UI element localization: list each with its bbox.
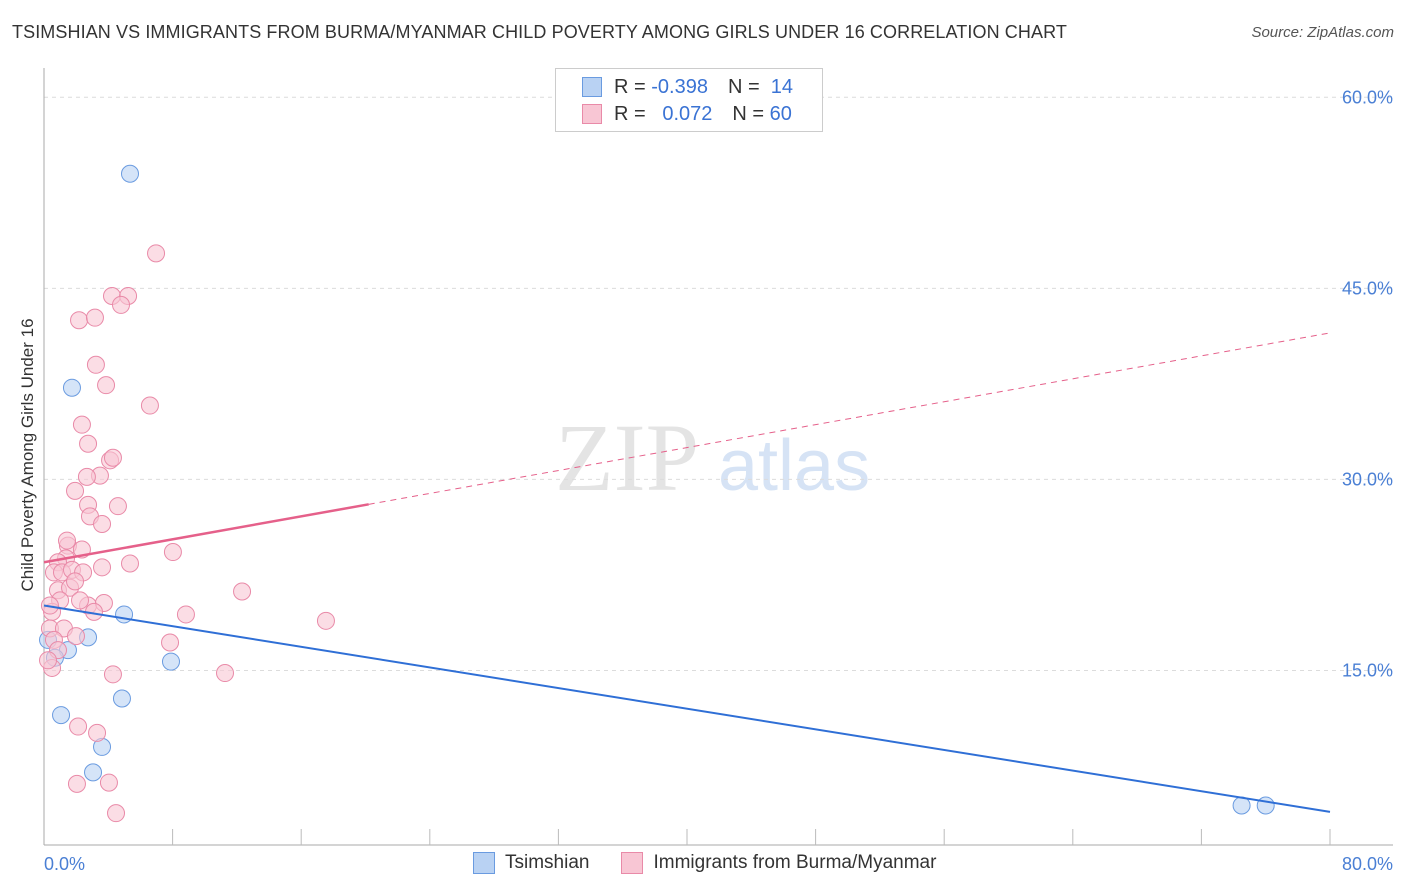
burma-trend-line: [43, 503, 369, 564]
tsimshian-point: [112, 689, 131, 708]
legend-tsimshian: Tsimshian: [505, 852, 590, 873]
burma-point: [69, 717, 88, 736]
burma-point: [163, 543, 182, 562]
legend-row-burma: R = 0.072 N = 60: [582, 102, 792, 126]
r-label: R =: [614, 102, 646, 125]
x-tick-label: 80.0%: [1342, 854, 1393, 874]
n-value: 60: [769, 102, 792, 125]
source-label: Source: ZipAtlas.com: [1251, 24, 1394, 41]
tsimshian-point: [161, 652, 180, 671]
tsimshian-swatch: [473, 852, 495, 874]
y-tick-label: 15.0%: [1342, 660, 1393, 680]
burma-point: [57, 531, 76, 550]
correlation-legend: R = -0.398 N = 14 R = 0.072 N = 60: [555, 68, 823, 132]
burma-swatch: [582, 104, 602, 124]
series-legend: Tsimshian Immigrants from Burma/Myanmar: [473, 852, 936, 874]
burma-point: [66, 481, 85, 500]
burma-point: [71, 591, 90, 610]
tsimshian-point: [121, 164, 140, 183]
x-tick-label: 0.0%: [44, 854, 85, 874]
burma-point: [70, 311, 89, 330]
burma-point: [216, 664, 235, 683]
burma-point: [233, 582, 252, 601]
burma-point: [103, 665, 122, 684]
burma-point: [39, 651, 58, 670]
burma-point: [107, 804, 126, 823]
burma-point: [176, 605, 195, 624]
burma-point: [66, 627, 85, 646]
burma-swatch: [621, 852, 644, 874]
tsimshian-swatch: [582, 77, 602, 97]
burma-trend-line-extension: [368, 332, 1331, 505]
burma-point: [66, 572, 85, 591]
r-value: 0.072: [662, 102, 713, 125]
burma-point: [108, 497, 127, 516]
burma-point: [99, 773, 118, 792]
tsimshian-point: [84, 763, 103, 782]
tsimshian-point: [52, 706, 71, 725]
n-label: N =: [732, 102, 765, 125]
burma-point: [67, 774, 86, 793]
burma-point: [93, 558, 112, 577]
burma-point: [86, 355, 105, 374]
y-tick-label: 30.0%: [1342, 469, 1393, 489]
y-tick-label: 60.0%: [1342, 87, 1393, 107]
burma-point: [140, 396, 159, 415]
burma-point: [103, 448, 122, 467]
tsimshian-point: [1256, 796, 1275, 815]
burma-point: [121, 554, 140, 573]
chart-title: TSIMSHIAN VS IMMIGRANTS FROM BURMA/MYANM…: [12, 22, 1067, 42]
burma-point: [161, 633, 180, 652]
burma-point: [316, 611, 335, 630]
burma-point: [72, 415, 91, 434]
n-value: 14: [770, 75, 794, 98]
r-value: -0.398: [651, 75, 708, 98]
tsimshian-trend-line: [43, 604, 1331, 813]
burma-point: [97, 376, 116, 395]
y-tick-label: 45.0%: [1342, 278, 1393, 298]
burma-point: [147, 244, 166, 263]
legend-burma: Immigrants from Burma/Myanmar: [653, 852, 937, 873]
r-label: R =: [614, 75, 646, 98]
tsimshian-point: [115, 605, 134, 624]
tsimshian-point: [62, 378, 81, 397]
legend-row-tsimshian: R = -0.398 N = 14: [582, 75, 793, 99]
burma-point: [79, 434, 98, 453]
n-label: N =: [727, 75, 760, 98]
watermark-atlas: atlas: [718, 426, 870, 506]
burma-point: [111, 295, 130, 314]
burma-point: [93, 515, 112, 534]
burma-point: [85, 308, 104, 327]
burma-point: [77, 467, 96, 486]
y-axis-label: Child Poverty Among Girls Under 16: [18, 318, 37, 592]
burma-point: [88, 723, 107, 742]
watermark-zip: ZIP: [555, 404, 699, 511]
